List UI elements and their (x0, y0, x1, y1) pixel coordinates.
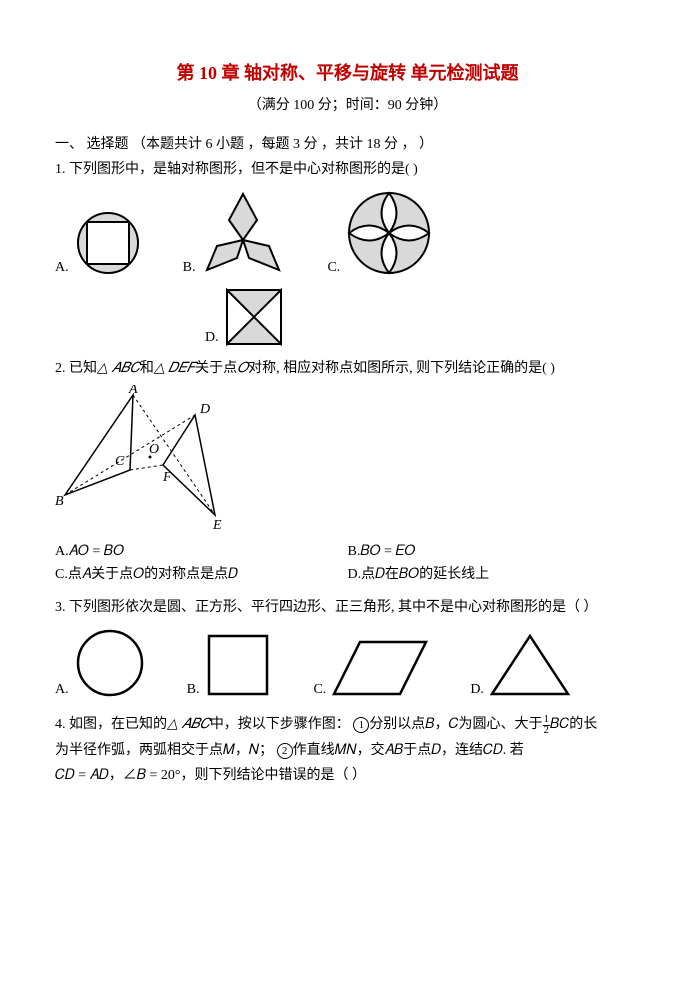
square-icon (203, 630, 273, 700)
q3-stem: 3. 下列图形依次是圆、正方形、平行四边形、正三角形, 其中不是中心对称图形的是… (55, 597, 640, 618)
text: 分别以点𝐵，𝐶为圆心、大于 (369, 717, 542, 732)
denominator: 2 (543, 724, 551, 736)
q3-opt-b: B. (187, 630, 274, 700)
text: 作直线𝑀𝑁，交𝐴𝐵于点𝐷，连结𝐶𝐷. 若 (293, 743, 524, 758)
opt-label: D. (205, 327, 219, 348)
q1-opt-d: D. (205, 286, 285, 348)
vertex-label: E (212, 518, 222, 533)
math: △ 𝐴𝐵𝐶 (97, 361, 140, 376)
q1-opt-a: A. (55, 208, 143, 278)
petal-circle-icon (344, 188, 434, 278)
opt-label: C. (327, 257, 340, 278)
page-title: 第 10 章 轴对称、平移与旋转 单元检测试题 (55, 60, 640, 87)
text: 2. 已知 (55, 361, 97, 376)
text: 关于点 (195, 361, 237, 376)
circle-icon (73, 626, 147, 700)
q3-opt-a: A. (55, 626, 147, 700)
math: 𝑂 (237, 361, 248, 376)
q2-stem: 2. 已知△ 𝐴𝐵𝐶和△ 𝐷𝐸𝐹关于点𝑂对称, 相应对称点如图所示, 则下列结论… (55, 358, 640, 379)
triangles-point-sym-icon: A B C D E F O (55, 385, 275, 535)
vertex-label: D (199, 402, 210, 417)
text: 𝐵𝐶的长 (550, 717, 597, 732)
q2-opt-d: D.点𝐷在𝐵𝑂的延长线上 (348, 564, 641, 585)
math: △ 𝐷𝐸𝐹 (154, 361, 195, 376)
text: 为半径作弧，两弧相交于点𝑀，𝑁； (55, 743, 273, 758)
opt-label: D. (470, 679, 484, 700)
q1-opt-b: B. (183, 190, 288, 278)
vertex-label: F (162, 470, 172, 485)
opt-label: B. (183, 257, 196, 278)
text: 中，按以下步骤作图： (210, 717, 350, 732)
opt-label: B. (187, 679, 200, 700)
vertex-label: O (149, 442, 159, 457)
circled-number-icon: 2 (277, 743, 293, 759)
q3-options: A. B. C. D. (55, 626, 640, 700)
text: 4. 如图，在已知的 (55, 717, 167, 732)
q1-opt-c: C. (327, 188, 434, 278)
opt-label: C. (313, 679, 326, 700)
q2-opt-c: C.点𝐴关于点𝑂的对称点是点𝐷 (55, 564, 348, 585)
q2-figure: A B C D E F O (55, 385, 640, 535)
vertex-label: C (115, 454, 125, 469)
circled-number-icon: 1 (353, 717, 369, 733)
three-rhombus-icon (199, 190, 287, 278)
vertex-label: B (55, 494, 64, 509)
q3-opt-d: D. (470, 630, 572, 700)
page-subtitle: （满分 100 分；时间：90 分钟） (55, 95, 640, 116)
section-heading: 一、 选择题 （本题共计 6 小题 ，每题 3 分 ，共计 18 分 ， ） (55, 134, 640, 155)
triangle-icon (488, 630, 572, 700)
q4-line2: 为半径作弧，两弧相交于点𝑀，𝑁； 2作直线𝑀𝑁，交𝐴𝐵于点𝐷，连结𝐶𝐷. 若 (55, 740, 640, 761)
square-x-icon (223, 286, 285, 348)
circle-square-icon (73, 208, 143, 278)
text: 对称, 相应对称点如图所示, 则下列结论正确的是( ) (248, 361, 555, 376)
q4-line1: 4. 如图，在已知的△ 𝐴𝐵𝐶中，按以下步骤作图： 1分别以点𝐵，𝐶为圆心、大于… (55, 714, 640, 736)
fraction: 12 (543, 714, 551, 736)
q1-options: A. B. C. D. (55, 188, 640, 348)
opt-label: A. (55, 257, 69, 278)
q2-opt-a: A.𝐴𝑂 = 𝐵𝑂 (55, 541, 348, 562)
q2-options: A.𝐴𝑂 = 𝐵𝑂 B.𝐵𝑂 = 𝐸𝑂 C.点𝐴关于点𝑂的对称点是点𝐷 D.点𝐷… (55, 541, 640, 587)
opt-label: A. (55, 679, 69, 700)
q1-stem: 1. 下列图形中，是轴对称图形，但不是中心对称图形的是( ) (55, 159, 640, 180)
math: △ 𝐴𝐵𝐶 (167, 717, 210, 732)
vertex-label: A (128, 385, 138, 397)
q4-line3: 𝐶𝐷 = 𝐴𝐷，∠𝐵 = 20°，则下列结论中错误的是（ ） (55, 765, 640, 786)
parallelogram-icon (330, 636, 430, 700)
q2-opt-b: B.𝐵𝑂 = 𝐸𝑂 (348, 541, 641, 562)
q3-opt-c: C. (313, 636, 430, 700)
